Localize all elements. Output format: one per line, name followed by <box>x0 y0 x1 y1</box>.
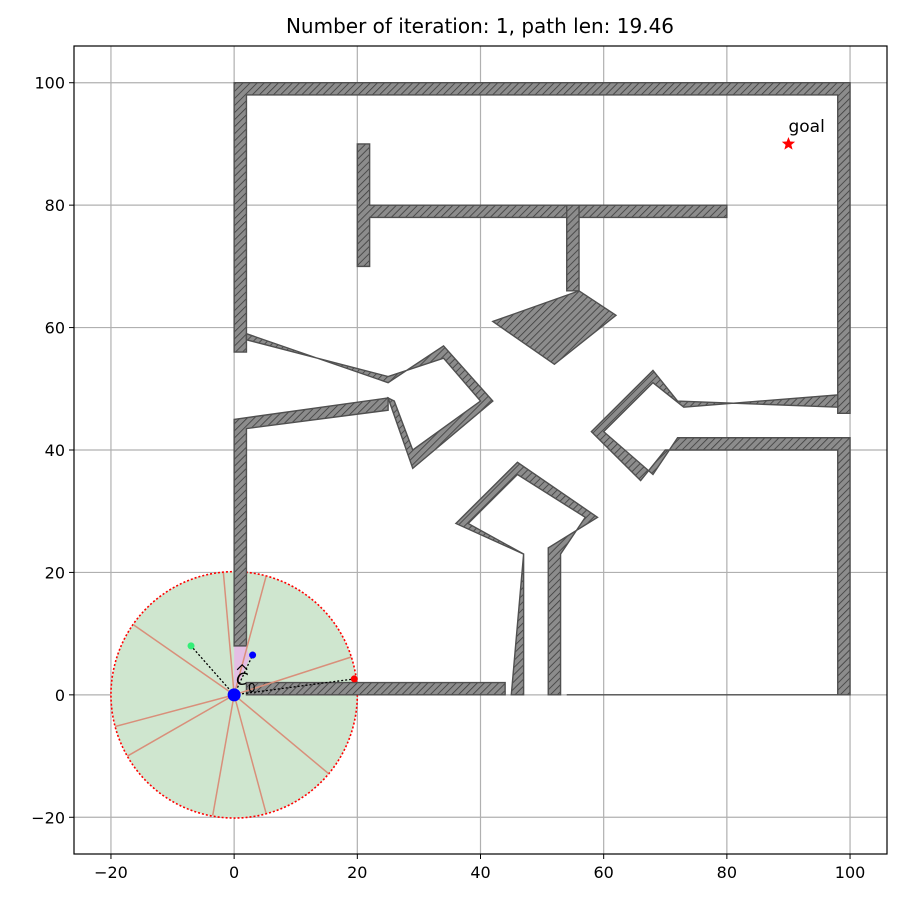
robot-marker <box>227 688 241 702</box>
robot-label-hat <box>236 664 248 671</box>
sensor-ray <box>233 694 267 814</box>
y-tick-label: 20 <box>45 563 65 582</box>
y-tick-label: −20 <box>31 808 65 827</box>
y-tick-label: 100 <box>34 74 65 93</box>
y-tick-label: 80 <box>45 196 65 215</box>
candidate-point <box>249 651 257 659</box>
x-tick-label: 40 <box>470 863 490 882</box>
obstacle <box>454 461 599 696</box>
obstacles <box>233 82 851 696</box>
candidate-link <box>190 645 235 696</box>
y-tick-label: 0 <box>55 686 65 705</box>
y-tick-label: 40 <box>45 441 65 460</box>
sensor-rays <box>114 572 352 816</box>
x-tick-label: 0 <box>229 863 239 882</box>
y-tick-label: 60 <box>45 319 65 338</box>
sensor-ray <box>233 576 267 696</box>
sensor-ray <box>233 694 329 775</box>
chart-title: Number of iteration: 1, path len: 19.46 <box>286 14 674 38</box>
obstacle <box>356 143 728 268</box>
x-tick-label: 20 <box>347 863 367 882</box>
x-tick-label: −20 <box>94 863 128 882</box>
candidate-point <box>350 675 358 683</box>
sensor-ray <box>233 656 352 696</box>
y-axis: −20 0 20 40 60 80 100 <box>31 74 74 827</box>
obstacle <box>233 82 851 414</box>
candidate-link <box>233 654 254 696</box>
x-tick-label: 100 <box>835 863 866 882</box>
obstacle <box>566 204 580 292</box>
candidate-point <box>187 642 195 650</box>
obstacle <box>245 681 506 696</box>
goal-marker <box>781 136 796 150</box>
sensor-ray <box>132 624 235 696</box>
x-tick-label: 60 <box>594 863 614 882</box>
candidate-link <box>234 678 355 696</box>
sensor-ray <box>222 572 235 695</box>
obstacle <box>245 332 494 470</box>
sensor-ray <box>127 694 235 757</box>
x-tick-label: 80 <box>717 863 737 882</box>
sensor-ray <box>212 694 235 816</box>
goal-label: goal <box>788 117 824 137</box>
sensor-ray <box>114 694 235 728</box>
x-axis: −20 0 20 40 60 80 100 <box>94 854 865 882</box>
obstacle <box>491 290 618 366</box>
obstacle <box>566 369 851 696</box>
